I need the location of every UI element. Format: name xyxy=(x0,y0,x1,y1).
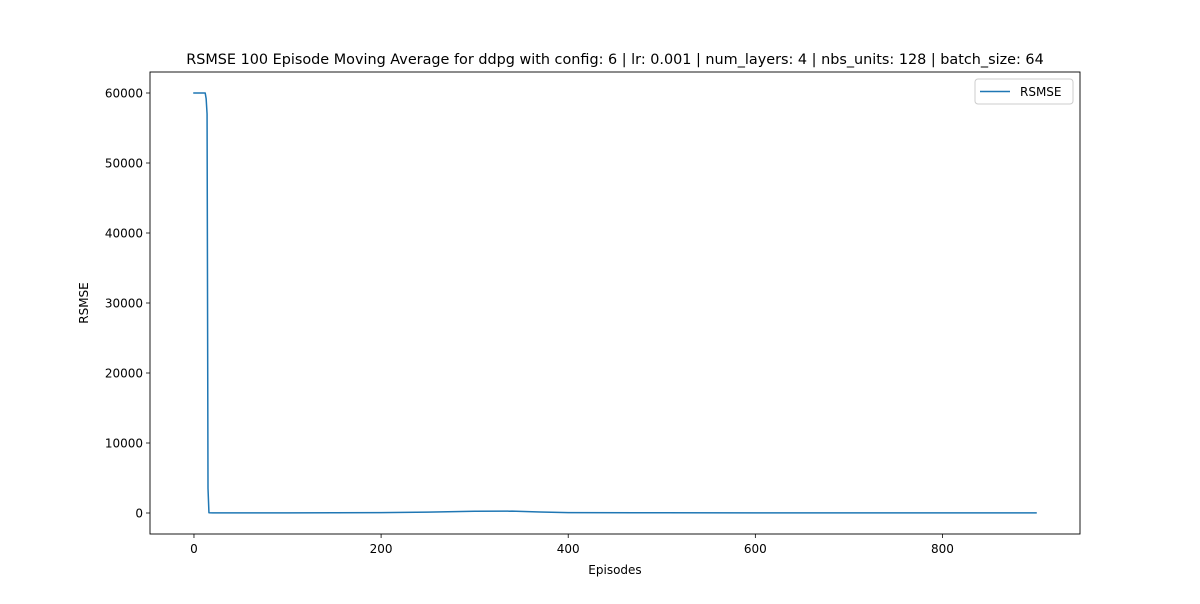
x-tick-label: 800 xyxy=(931,542,954,556)
y-tick-label: 20000 xyxy=(105,367,143,381)
legend-label: RSMSE xyxy=(1020,85,1062,99)
x-tick-label: 400 xyxy=(557,542,580,556)
chart-title: RSMSE 100 Episode Moving Average for ddp… xyxy=(186,52,1044,68)
series-layer xyxy=(193,92,1037,514)
y-tick-label: 50000 xyxy=(105,157,143,171)
legend: RSMSE xyxy=(974,78,1074,105)
y-axis: 0 10000 20000 30000 40000 50000 60000 xyxy=(105,87,150,521)
y-tick-label: 10000 xyxy=(105,437,143,451)
legend-box xyxy=(974,78,1074,105)
y-tick-label: 0 xyxy=(135,507,143,521)
y-tick-label: 60000 xyxy=(105,87,143,101)
plot-area xyxy=(149,71,1081,535)
x-tick-label: 600 xyxy=(744,542,767,556)
series-line-rsmse xyxy=(193,92,1037,514)
x-tick-label: 200 xyxy=(370,542,393,556)
y-axis-label: RSMSE xyxy=(77,282,91,324)
plot-background xyxy=(150,72,1080,534)
x-axis: 0 200 400 600 800 xyxy=(190,534,954,556)
y-tick-label: 40000 xyxy=(105,227,143,241)
x-axis-label: Episodes xyxy=(588,563,641,577)
y-tick-label: 30000 xyxy=(105,297,143,311)
x-tick-label: 0 xyxy=(190,542,198,556)
